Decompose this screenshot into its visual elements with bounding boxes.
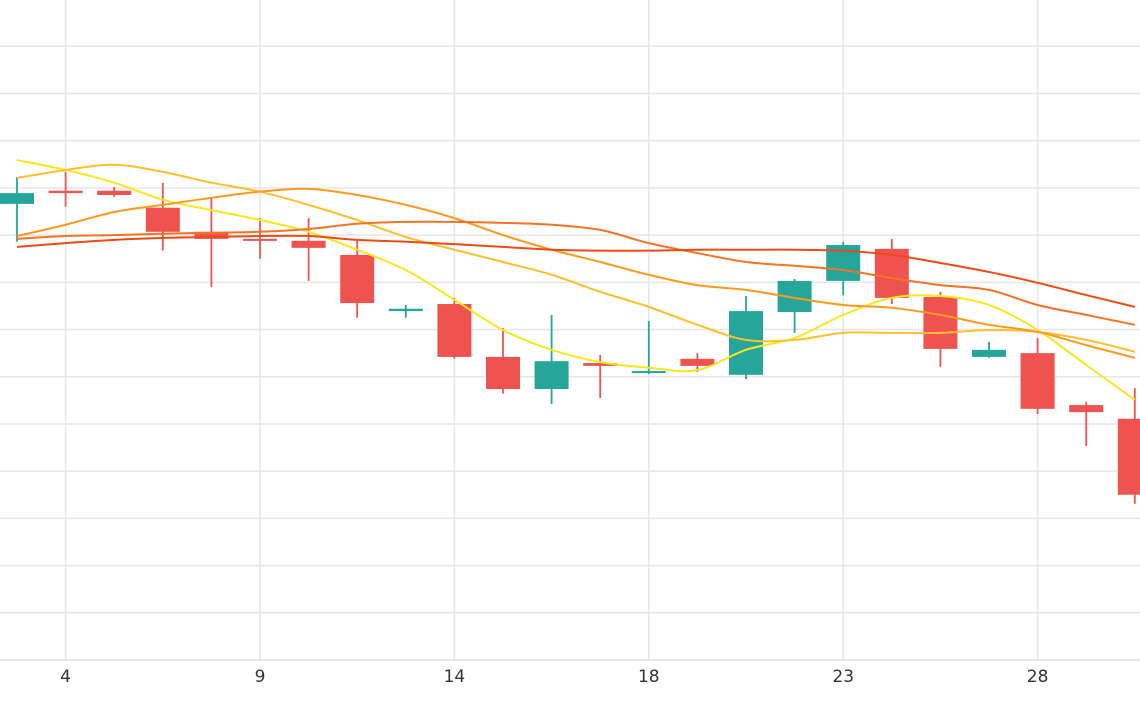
candle-body	[437, 304, 472, 357]
candle-body	[923, 296, 958, 349]
candle-body	[388, 308, 423, 312]
x-tick-label: 4	[60, 667, 71, 687]
candle-body	[97, 190, 132, 195]
moving-average-line	[16, 163, 1136, 353]
candle-body	[583, 363, 618, 366]
candle-body	[972, 349, 1006, 357]
candle-body	[243, 238, 277, 241]
moving-average-line	[16, 187, 1136, 359]
candle-body	[340, 254, 375, 304]
candle-body	[534, 361, 569, 390]
candle-body	[1069, 405, 1104, 413]
candle-body	[194, 231, 229, 239]
candle-body	[145, 207, 180, 232]
candle-body	[729, 311, 763, 375]
candle-body	[1020, 353, 1055, 409]
moving-average-line	[16, 220, 1135, 326]
x-tick-label: 28	[1027, 667, 1049, 687]
moving-average-line	[16, 234, 1136, 308]
x-tick-label: 18	[638, 667, 660, 687]
x-tick-label: 14	[444, 667, 466, 687]
candle-body	[1117, 418, 1140, 495]
candle-body	[486, 356, 520, 390]
x-tick-label: 23	[832, 667, 854, 687]
candle-body	[680, 358, 715, 366]
candle-body	[0, 193, 34, 204]
candle-body	[291, 240, 326, 248]
x-tick-label: 9	[255, 667, 266, 687]
candle-body	[631, 371, 666, 374]
moving-average-line	[16, 159, 1136, 401]
candle-body	[48, 190, 83, 194]
